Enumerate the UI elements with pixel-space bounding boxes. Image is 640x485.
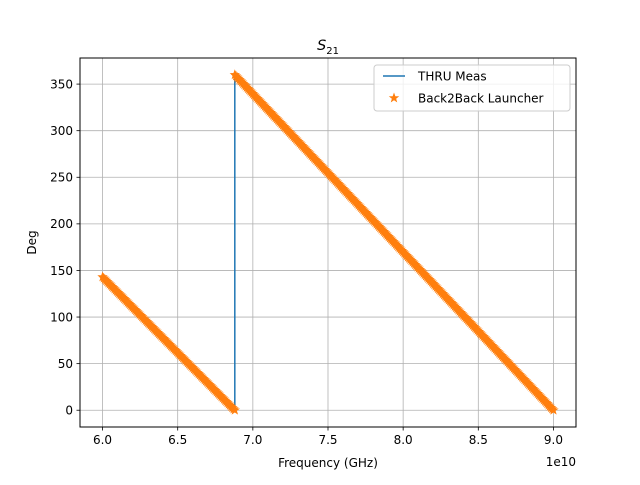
legend: THRU Meas Back2Back Launcher: [373, 64, 571, 112]
x-tick-label: 6.5: [168, 433, 187, 447]
legend-marker-back2back: [388, 92, 400, 103]
y-tick-label: 50: [58, 357, 73, 371]
legend-label-back2back: Back2Back Launcher: [418, 92, 544, 106]
y-tick-label: 300: [50, 124, 73, 138]
axis-ticks: 6.0 6.5 7.0 7.5 8.0 8.5 9.0 0 50 100 150 200 250 300 3…: [50, 77, 563, 447]
y-tick-label: 0: [65, 404, 73, 418]
y-tick-label: 350: [50, 77, 73, 91]
x-tick-label: 9.0: [544, 433, 563, 447]
x-tick-label: 7.5: [318, 433, 337, 447]
x-axis-label: Frequency (GHz): [278, 456, 378, 470]
data-point-marker: [229, 404, 241, 415]
y-tick-label: 200: [50, 217, 73, 231]
x-tick-label: 8.5: [469, 433, 488, 447]
y-tick-label: 100: [50, 310, 73, 324]
legend-label-thru-meas: THRU Meas: [417, 70, 487, 84]
data-point-marker: [548, 404, 559, 415]
x-tick-label: 8.0: [394, 433, 413, 447]
y-tick-label: 150: [50, 264, 73, 278]
chart-title-subscript: 21: [326, 46, 339, 57]
grid: [80, 58, 576, 427]
plot-data: [97, 69, 559, 415]
chart-title-main: S: [317, 38, 326, 54]
x-tick-label: 7.0: [243, 433, 262, 447]
chart-title: S21: [317, 38, 339, 57]
legend-box: [373, 64, 571, 112]
x-axis-offset-label: 1e10: [546, 455, 576, 469]
x-tick-label: 6.0: [93, 433, 112, 447]
series-markers-back2back: [97, 69, 559, 415]
y-tick-label: 250: [50, 171, 73, 185]
y-axis-label: Deg: [25, 230, 39, 254]
legend-star-icon: [388, 92, 400, 103]
